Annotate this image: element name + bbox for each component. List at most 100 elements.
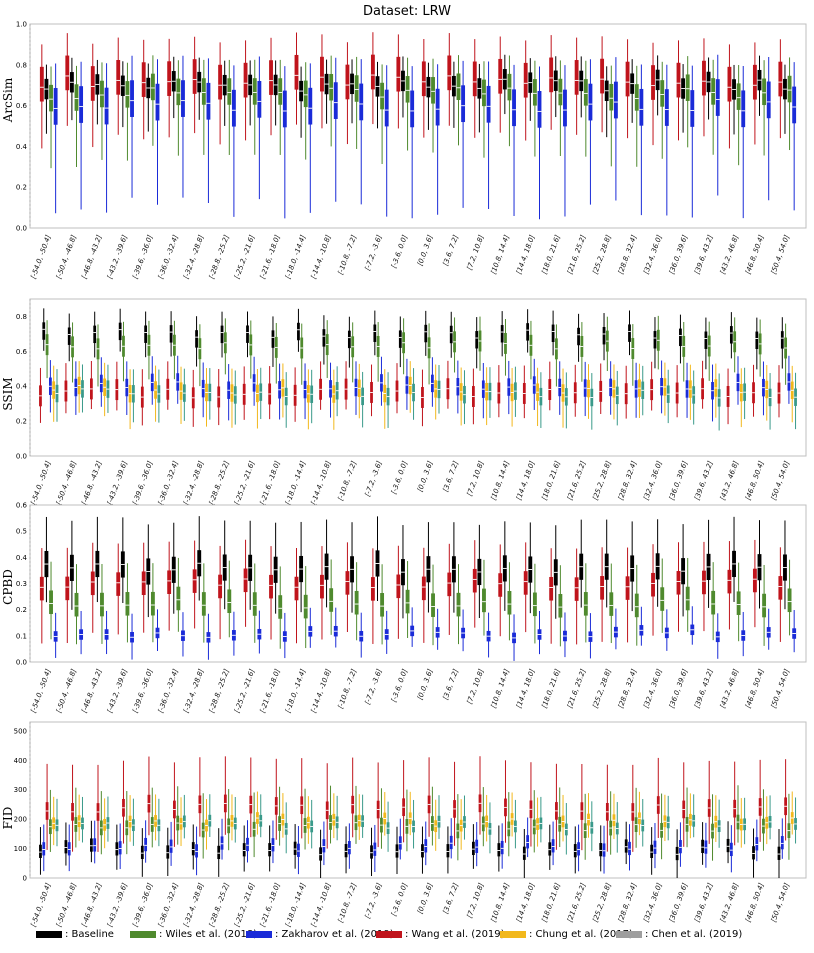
box-body xyxy=(115,842,119,856)
box-body xyxy=(755,837,759,851)
box-mark xyxy=(787,793,791,860)
box-mark xyxy=(537,610,542,655)
x-tick-label: [-28.8, -25.2] xyxy=(208,882,231,928)
box-mark xyxy=(526,309,530,353)
box-mark xyxy=(220,311,224,358)
box-mark xyxy=(690,606,695,645)
box-mark xyxy=(150,563,155,643)
box-mark xyxy=(666,369,670,424)
box-mark xyxy=(380,356,383,406)
box-mark xyxy=(249,320,253,379)
box-mark xyxy=(427,323,431,385)
box-body xyxy=(780,331,784,349)
box-body xyxy=(191,842,195,856)
box-body xyxy=(676,571,681,595)
y-tick-label: 500 xyxy=(14,727,27,735)
box-mark xyxy=(500,311,504,357)
x-tick-label: [7.2, 10.8] xyxy=(465,882,485,919)
box-mark xyxy=(628,824,631,871)
box-mark xyxy=(48,789,52,852)
box-mark xyxy=(273,522,278,614)
box-body xyxy=(329,588,334,612)
box-mark xyxy=(790,365,794,423)
box-body xyxy=(297,322,300,341)
box-body xyxy=(421,61,426,97)
box-body xyxy=(532,592,537,617)
box-mark xyxy=(39,367,42,423)
box-mark xyxy=(243,40,248,141)
box-body xyxy=(574,577,579,601)
x-tick-label: [-43.2, -39.6] xyxy=(106,882,129,928)
x-tick-label: [36.0, 39.6] xyxy=(668,882,690,924)
box-mark xyxy=(395,826,399,875)
box-mark xyxy=(615,802,619,853)
x-tick-label: [32.4, 36.0] xyxy=(642,668,664,710)
box-mark xyxy=(205,799,208,850)
plot-frame xyxy=(29,23,807,229)
x-tick-label: [14.4, 18.0] xyxy=(515,882,537,924)
box-body xyxy=(685,74,690,101)
box-mark xyxy=(681,524,686,617)
box-mark xyxy=(69,520,74,610)
box-body xyxy=(380,593,385,617)
x-tick-label: [3.6, 7.2] xyxy=(442,234,461,267)
x-tick-label: [28.8, 32.4] xyxy=(617,234,639,276)
box-body xyxy=(181,80,185,117)
x-tick-label: [-14.4, -10.8] xyxy=(309,234,332,280)
box-mark xyxy=(350,522,354,613)
box-body xyxy=(90,66,95,101)
box-mark xyxy=(446,826,450,874)
box-mark xyxy=(676,40,681,141)
box-body xyxy=(702,60,706,96)
box-mark xyxy=(675,829,679,878)
box-mark xyxy=(268,366,272,420)
box-body xyxy=(421,576,426,601)
box-body xyxy=(167,570,172,594)
x-tick-label: [46.8, 50.4] xyxy=(744,234,766,276)
box-mark xyxy=(195,826,198,876)
box-mark xyxy=(106,364,110,413)
box-mark xyxy=(300,758,304,839)
x-tick-label: [-21.6, -18.0] xyxy=(259,234,282,280)
box-body xyxy=(609,83,614,111)
box-mark xyxy=(536,797,539,847)
box-mark xyxy=(345,542,350,633)
box-mark xyxy=(306,369,310,430)
box-mark xyxy=(273,60,278,126)
legend-item: : Zakharov et al. (2019) xyxy=(246,926,394,942)
box-body xyxy=(246,837,249,852)
x-tick-label: [0.0, 3.6] xyxy=(416,882,435,915)
x-tick-label: [-32.4, -28.8] xyxy=(182,234,205,280)
box-mark xyxy=(74,564,79,645)
box-body xyxy=(583,79,588,106)
box-mark xyxy=(426,62,431,130)
box-body xyxy=(347,330,351,349)
box-mark xyxy=(510,792,514,837)
box-mark xyxy=(486,61,491,210)
x-tick-label: [-14.4, -10.8] xyxy=(309,460,332,506)
box-mark xyxy=(717,373,721,431)
x-tick-label: [18.0, 21.6] xyxy=(540,882,562,924)
x-tick-label: [50.4, 54.0] xyxy=(770,882,792,924)
box-body xyxy=(89,838,93,852)
box-mark xyxy=(197,57,202,120)
box-body xyxy=(116,572,121,596)
box-body xyxy=(220,325,224,344)
box-body xyxy=(526,835,530,849)
box-body xyxy=(447,55,452,91)
box-body xyxy=(634,84,639,111)
box-mark xyxy=(711,562,716,641)
x-tick-label: [10.8, 14.4] xyxy=(489,234,511,276)
box-mark xyxy=(412,799,415,849)
box-mark xyxy=(548,361,552,411)
box-body xyxy=(201,78,206,105)
box-mark xyxy=(625,39,630,139)
box-mark xyxy=(777,829,781,878)
box-mark xyxy=(497,365,501,418)
box-body xyxy=(64,840,68,854)
box-mark xyxy=(549,548,554,644)
box-mark xyxy=(359,59,364,205)
box-mark xyxy=(329,55,334,147)
box-body xyxy=(192,569,197,593)
box-body xyxy=(736,591,741,615)
